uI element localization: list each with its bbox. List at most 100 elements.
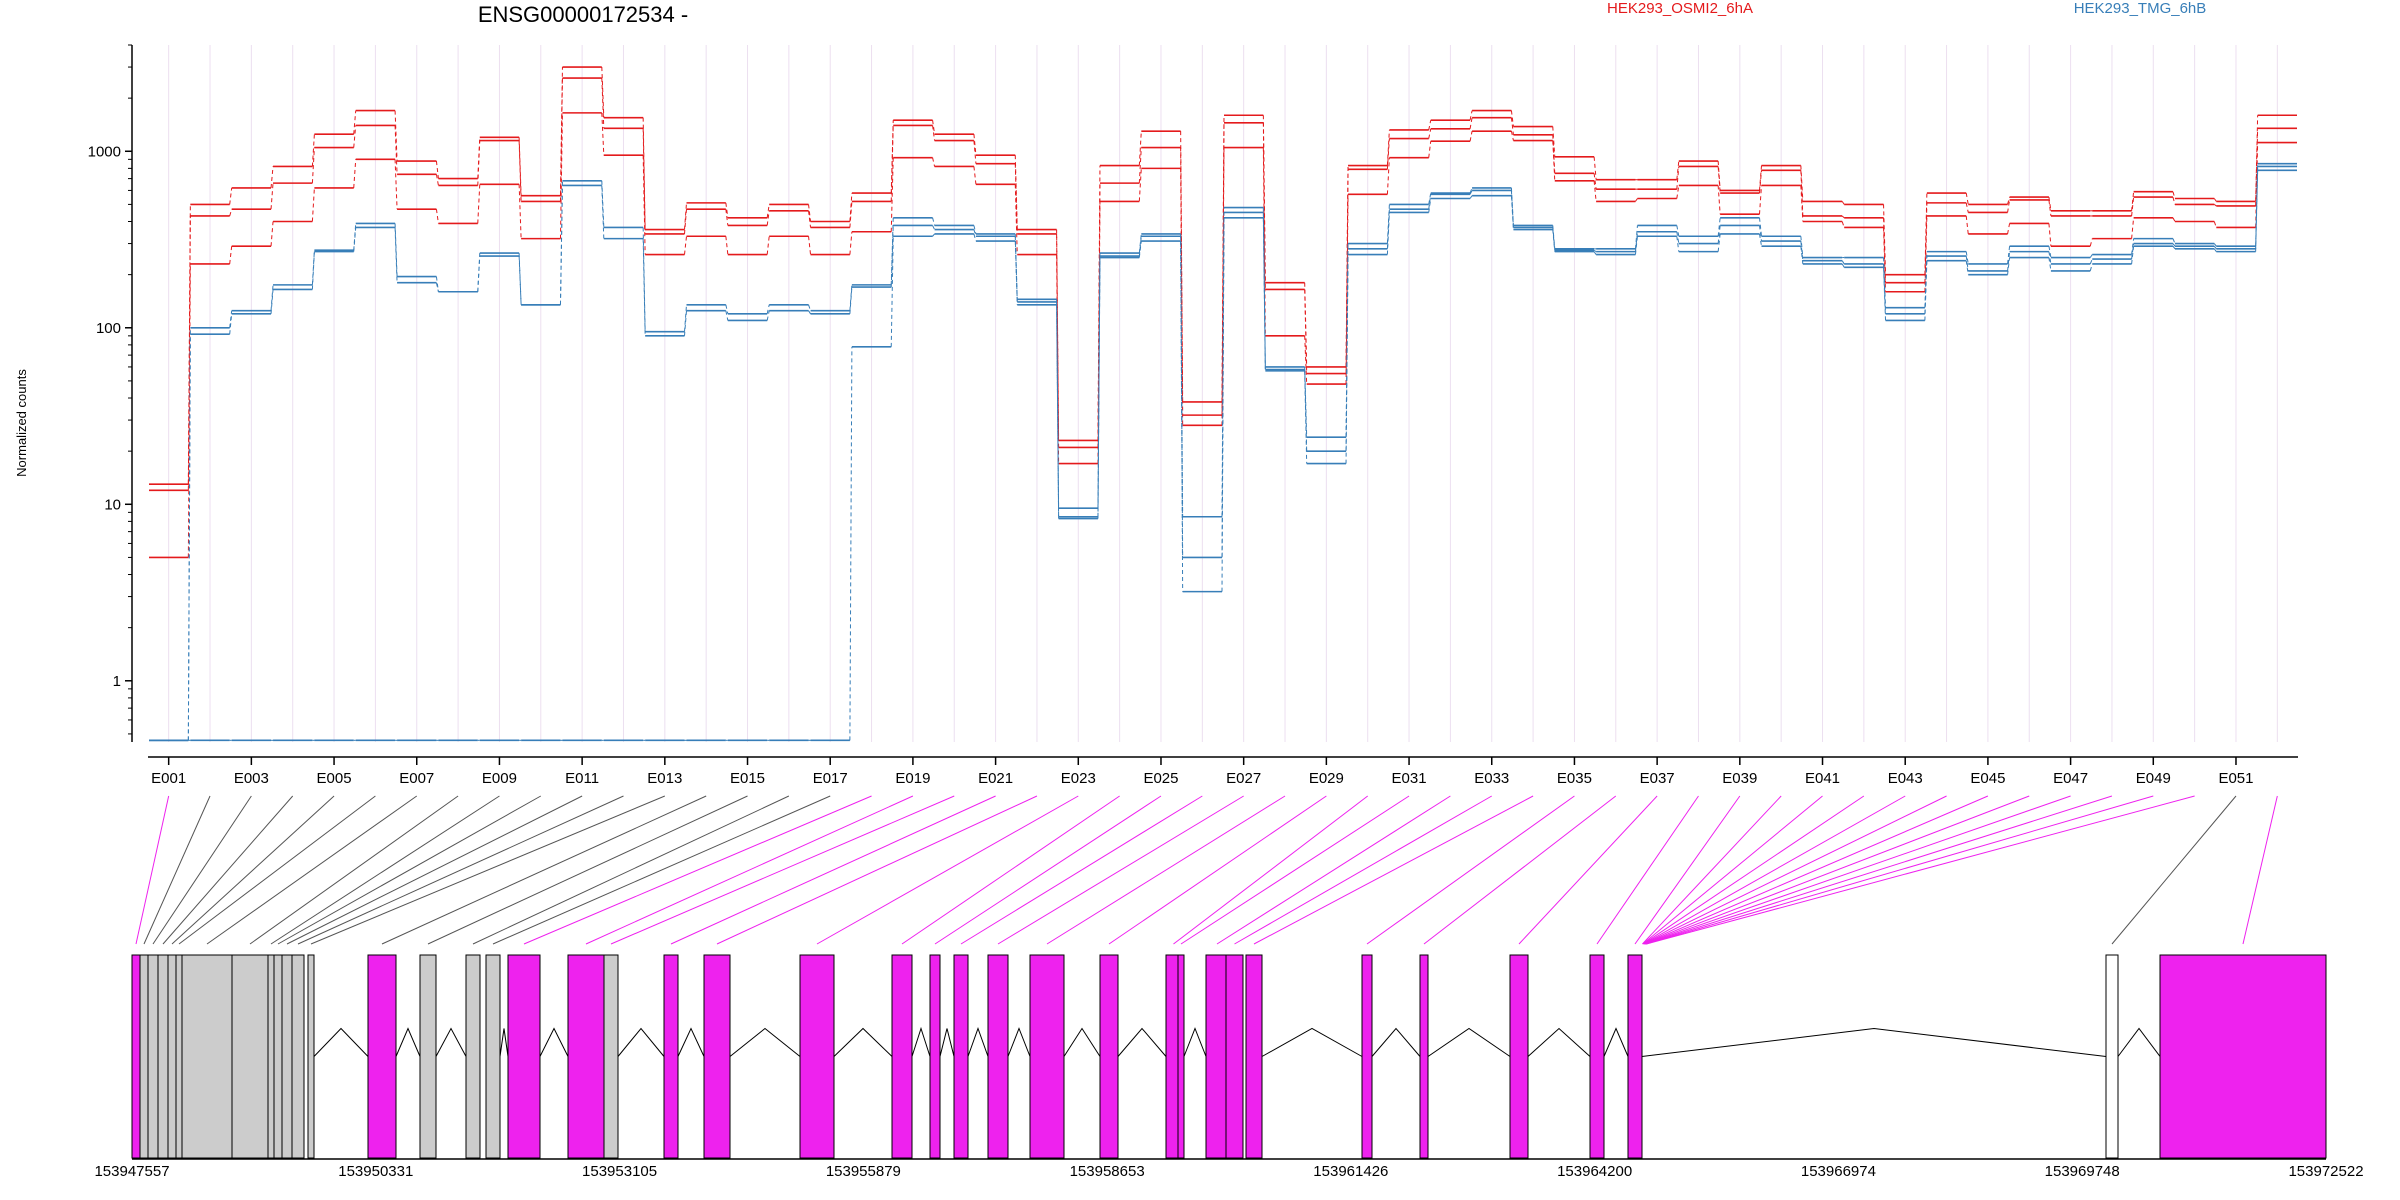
series-connector	[766, 310, 770, 321]
series-connector	[2007, 257, 2011, 275]
exon-connector	[277, 795, 542, 945]
genomic-tick-label: 153958653	[1070, 1163, 1145, 1180]
x-tick-label: E035	[1557, 770, 1592, 787]
series-connector	[1593, 173, 1597, 190]
series-connector	[932, 125, 936, 141]
series-connector	[2089, 263, 2093, 272]
series-connector	[1386, 212, 1390, 255]
exon-connector	[1646, 795, 2195, 945]
series-connector	[1138, 233, 1142, 254]
series-connector	[394, 110, 398, 162]
series-connector	[973, 225, 977, 235]
series-connector	[1386, 157, 1390, 195]
exon-box	[419, 954, 437, 1159]
series-connector	[1014, 184, 1018, 255]
series-connector	[2131, 246, 2135, 264]
series-connector	[684, 202, 687, 230]
series-connector	[2213, 243, 2217, 247]
x-tick-label: E003	[234, 770, 269, 787]
series-connector	[435, 174, 439, 186]
series-connector	[1510, 131, 1514, 141]
series-connector	[1800, 185, 1804, 222]
series-connector	[1304, 335, 1308, 385]
series-connector	[353, 125, 357, 148]
series-connector	[311, 187, 315, 222]
exon-box	[485, 954, 501, 1159]
intron-line	[435, 1027, 467, 1057]
series-connector	[477, 253, 481, 292]
exon-box	[273, 954, 283, 1159]
exon-box	[1419, 954, 1429, 1159]
series-connector	[849, 192, 853, 222]
series-connector	[435, 161, 439, 179]
series-connector	[2214, 204, 2217, 207]
series-connector	[1056, 304, 1060, 519]
series-connector	[2048, 246, 2052, 258]
series-connector	[1635, 198, 1638, 202]
series-connector	[1717, 225, 1721, 244]
legend-entry-osmi2: HEK293_OSMI2_6hA	[1607, 0, 1753, 17]
x-tick-label: E027	[1226, 770, 1261, 787]
series-connector	[1593, 180, 1597, 202]
x-tick-label: E025	[1143, 770, 1178, 787]
series-connector	[1428, 141, 1432, 158]
series-connector	[1800, 246, 1804, 264]
series-connector	[1717, 217, 1721, 237]
series-connector	[1800, 165, 1804, 202]
series-connector	[435, 209, 439, 224]
genomic-tick-label: 153964200	[1557, 1163, 1632, 1180]
series-connector	[1759, 217, 1762, 237]
series-connector	[1014, 236, 1018, 302]
exon-connector	[1643, 795, 1947, 945]
gene-model: 153947557 153950331 153953105 153955879 1539…	[94, 954, 2364, 1180]
exon-box	[231, 954, 269, 1159]
series-connector	[518, 184, 522, 239]
series-connector	[2048, 197, 2052, 211]
exon-connector	[1634, 795, 1741, 945]
intron-line	[833, 1027, 893, 1057]
intron-line	[1117, 1027, 1167, 1057]
series-connector	[1676, 185, 1680, 199]
series-connector	[1634, 231, 1638, 252]
exon-connector	[1423, 795, 1617, 945]
series-connector	[2007, 199, 2011, 213]
series-connector	[849, 231, 853, 255]
intron-line	[967, 1027, 989, 1057]
x-tick-label: E047	[2053, 770, 2088, 787]
series-connector	[890, 236, 894, 347]
exon-box	[507, 954, 541, 1159]
series-connector	[2172, 238, 2176, 244]
series-connector	[2172, 191, 2176, 199]
exon-connector	[206, 795, 418, 945]
exon-box	[1205, 954, 1229, 1159]
series-connector	[890, 225, 894, 288]
exon-connector	[716, 795, 1038, 945]
exon-box	[929, 954, 941, 1159]
exon-connector	[670, 795, 996, 945]
series-connector	[2255, 142, 2259, 228]
series-connector	[684, 304, 687, 332]
series-connector	[1883, 227, 1887, 292]
series-connector	[1676, 231, 1680, 244]
series-connector	[849, 346, 853, 741]
series-connector	[1428, 194, 1432, 210]
exon-box	[147, 954, 159, 1159]
exon-box	[1099, 954, 1119, 1159]
series-connector	[2007, 246, 2011, 264]
series-connector	[1759, 185, 1762, 215]
series-connector	[1510, 190, 1514, 228]
series-connector	[518, 255, 522, 305]
series-connector	[2007, 251, 2011, 271]
series-connector	[2131, 197, 2135, 217]
exon-connector	[1643, 795, 1906, 945]
exon-connector	[610, 795, 955, 945]
exon-connector	[297, 795, 624, 945]
exon-box	[1589, 954, 1605, 1159]
series-connector	[1469, 195, 1473, 199]
exon-box	[1225, 954, 1244, 1159]
series-connector	[766, 236, 770, 255]
exon-box	[281, 954, 293, 1159]
exon-connector	[143, 795, 211, 945]
series-connector	[642, 117, 646, 230]
exon-box	[157, 954, 169, 1159]
